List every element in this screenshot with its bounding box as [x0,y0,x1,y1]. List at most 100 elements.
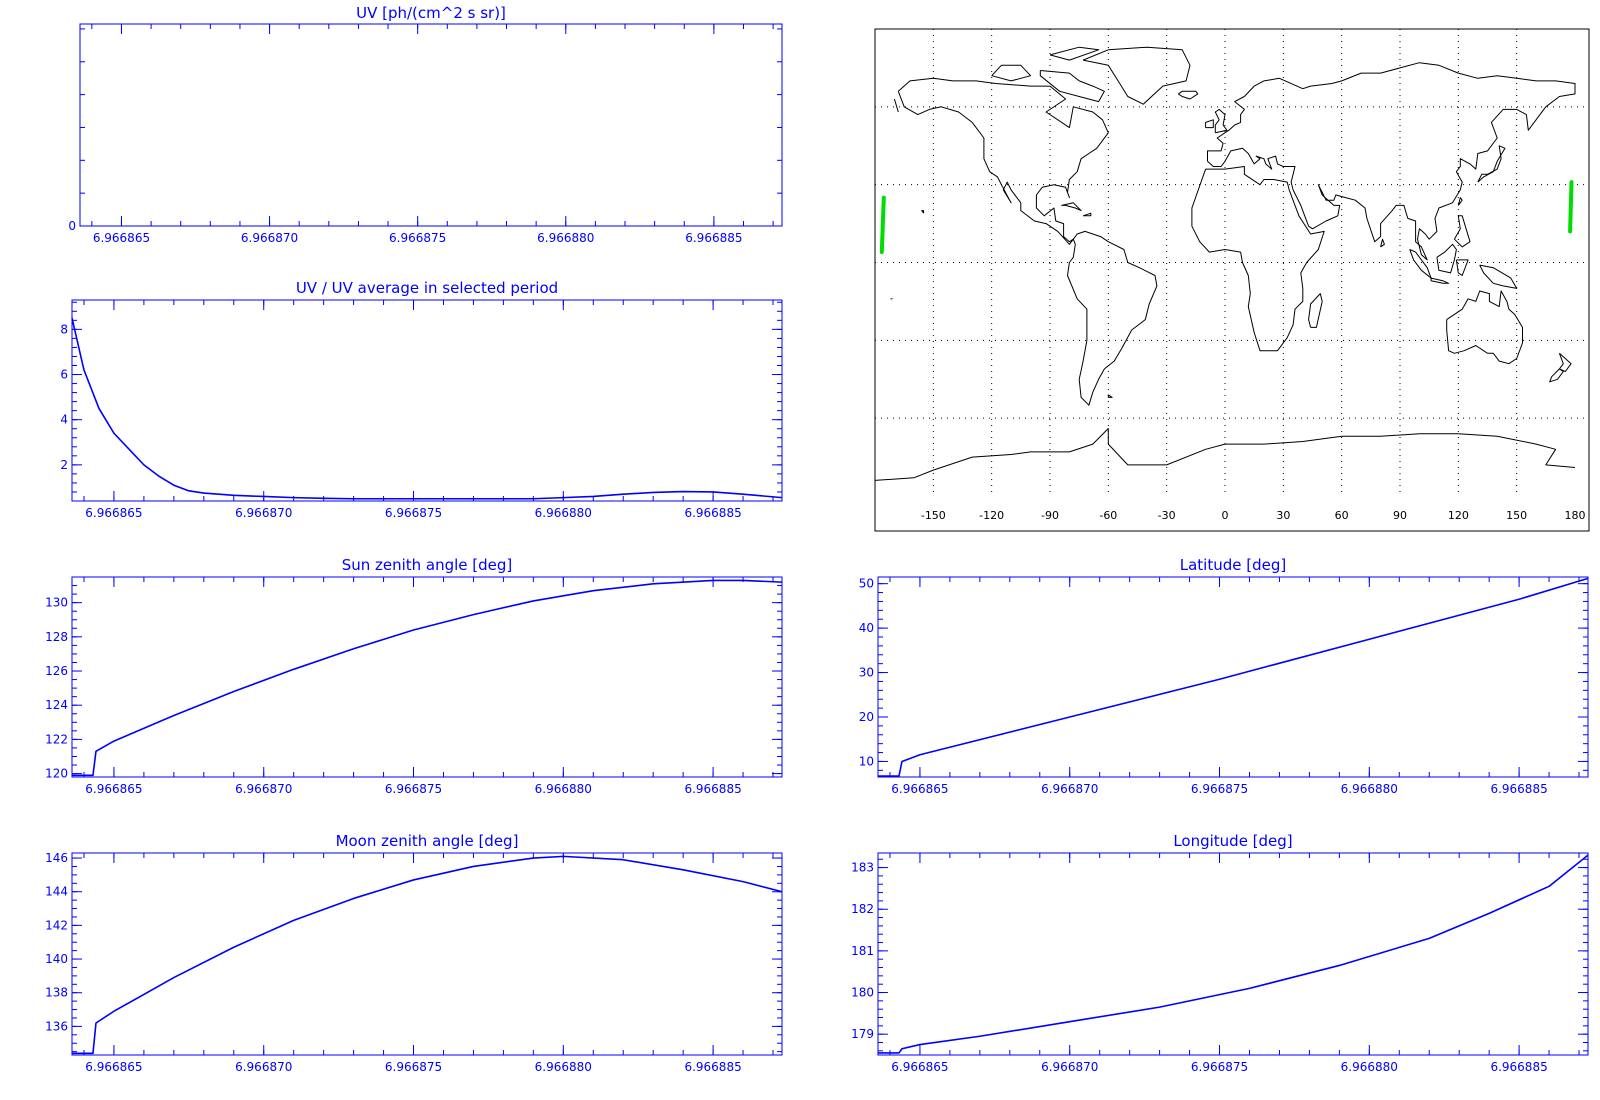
x-tick-label: 6.966885 [685,231,742,245]
x-tick-label: 6.966880 [535,1060,592,1074]
coastline [1308,293,1323,328]
y-tick-label: 142 [45,918,68,932]
moon-zenith-title: Moon zenith angle [deg] [336,832,519,850]
coastline [1380,238,1385,248]
y-tick-label: 183 [851,861,874,875]
coastline [1457,197,1463,206]
y-tick-label: 40 [859,621,874,635]
coastline [1558,352,1572,372]
longitude-chart: Longitude [deg] 6.966865 6.966870 6.966875… [851,832,1589,1074]
coastline [1191,166,1325,352]
coastline [1214,108,1228,134]
map-longitude-label: 30 [1276,509,1290,522]
coastline [1479,264,1518,289]
y-tick-label: 146 [45,851,68,865]
coastline [1178,90,1199,100]
map-longitude-label: 0 [1222,509,1229,522]
y-tick-label: 50 [859,577,874,591]
plot-frame [71,299,783,502]
x-tick-label: 6.966880 [1341,782,1398,796]
y-tick-label: 180 [851,986,874,1000]
y-tick-label: 120 [45,767,68,781]
longitude-title: Longitude [deg] [1173,832,1292,850]
y-tick-label: 30 [859,666,874,680]
y-tick-label: 10 [859,754,874,768]
x-tick-label: 6.966875 [385,1060,442,1074]
x-tick-label: 6.966880 [537,231,594,245]
y-tick-label: 136 [45,1019,68,1033]
coastline [1409,249,1432,279]
data-series-line [72,855,783,1055]
x-tick-label: 6.966865 [891,782,948,796]
coastline [921,210,925,214]
coastline [1436,243,1457,274]
map-longitude-label: 60 [1335,509,1349,522]
coastline [1061,202,1082,212]
x-tick-label: 6.966870 [235,1060,292,1074]
x-tick-label: 6.966885 [684,506,741,520]
coastline [874,428,1576,481]
coastline [1082,46,1191,105]
world-map-panel: -150 -120 -90 -60 -30 0 30 60 90 120 150 180 [874,28,1590,532]
map-longitude-label: -30 [1158,509,1176,522]
coastline [1430,277,1450,284]
coastline [1205,119,1214,129]
x-tick-label: 6.966865 [93,231,150,245]
satellite-ground-track [879,195,886,255]
uv-ratio-chart: UV / UV average in selected period 6.966… [60,279,783,520]
x-tick-label: 6.966885 [1490,1060,1547,1074]
x-tick-label: 6.966885 [684,782,741,796]
y-tick-label: 8 [60,322,68,336]
data-series-line [71,317,783,500]
map-longitude-label: -90 [1041,509,1059,522]
y-tick-label: 122 [45,732,68,746]
x-tick-label: 6.966875 [1191,782,1248,796]
x-tick-label: 6.966865 [891,1060,948,1074]
coastline [897,77,1109,245]
sun-zenith-title: Sun zenith angle [deg] [342,556,513,574]
plot-frame [877,852,1589,1056]
y-tick-label: 179 [851,1027,874,1041]
x-tick-label: 6.966865 [85,1060,142,1074]
y-tick-label: 2 [60,458,68,472]
satellite-ground-track [1568,180,1574,234]
x-tick-label: 6.966870 [241,231,298,245]
x-tick-label: 6.966875 [1191,1060,1248,1074]
y-tick-label: 181 [851,944,874,958]
moon-zenith-chart: Moon zenith angle [deg] 6.966865 6.966870… [45,832,783,1074]
x-tick-label: 6.966880 [1341,1060,1398,1074]
map-longitude-label: 180 [1565,509,1586,522]
sun-zenith-chart: Sun zenith angle [deg] 6.966865 6.966870 6… [45,556,783,796]
map-longitude-label: 90 [1393,509,1407,522]
coastline [1446,290,1523,365]
coastline [893,98,899,113]
data-series-line [878,854,1589,1054]
coastline [1049,46,1100,61]
x-tick-label: 6.966885 [684,1060,741,1074]
map-longitude-label: -60 [1099,509,1117,522]
data-series-line [878,577,1589,777]
map-frame [874,28,1590,532]
y-tick-label: 20 [859,710,874,724]
coastline [1207,62,1576,261]
coastline [1453,215,1471,248]
uv-ratio-title: UV / UV average in selected period [296,279,558,297]
plot-frame [79,23,783,227]
map-longitude-label: 120 [1448,509,1469,522]
x-tick-label: 6.966880 [535,782,592,796]
y-tick-label: 124 [45,698,68,712]
x-tick-label: 6.966870 [1041,1060,1098,1074]
uv-flux-title: UV [ph/(cm^2 s sr)] [356,4,506,22]
plot-frame [71,852,783,1056]
x-tick-label: 6.966865 [85,506,142,520]
x-tick-label: 6.966875 [385,506,442,520]
y-tick-label: 6 [60,368,68,382]
map-longitude-label: -120 [979,509,1004,522]
y-tick-label: 130 [45,596,68,610]
x-tick-label: 6.966865 [85,782,142,796]
y-tick-label: 144 [45,885,68,899]
coastline [1039,70,1105,103]
latitude-chart: Latitude [deg] 6.966865 6.966870 6.966875 6… [859,556,1589,796]
y-tick-label: 182 [851,902,874,916]
coastline [1107,394,1113,398]
